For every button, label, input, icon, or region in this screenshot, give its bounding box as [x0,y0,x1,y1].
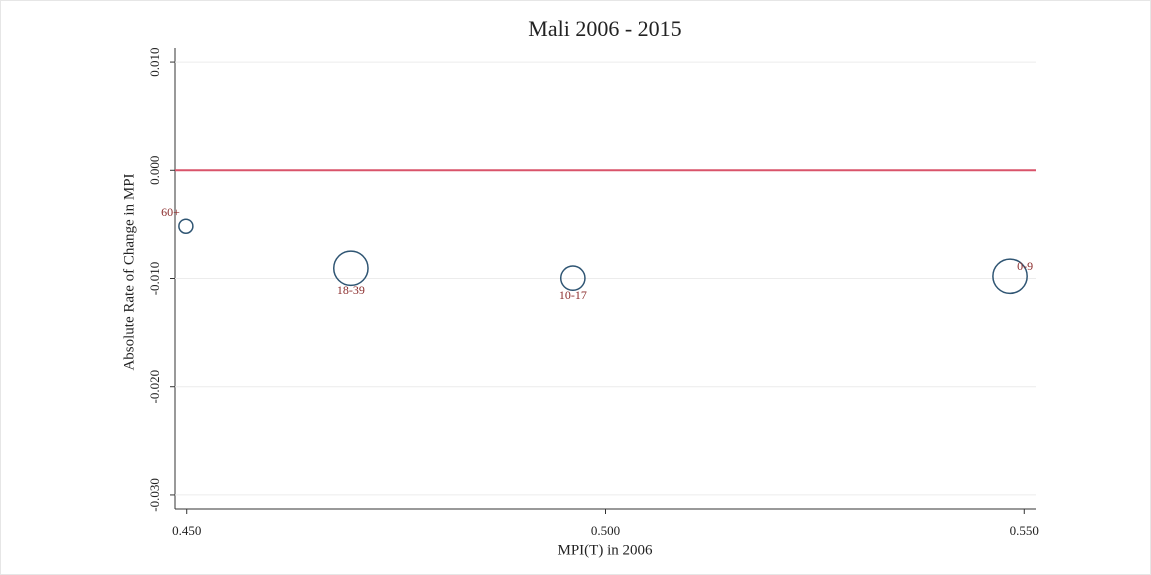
y-tick-label: 0.010 [147,47,162,76]
y-tick-label: -0.020 [147,370,162,404]
chart-title: Mali 2006 - 2015 [528,16,681,41]
y-axis-title: Absolute Rate of Change in MPI [121,173,137,370]
y-tick-label: -0.010 [147,262,162,296]
point-label: 10-17 [559,288,587,302]
bubble [992,258,1028,295]
x-tick-label: 0.450 [172,523,201,538]
x-tick-label: 0.550 [1010,523,1039,538]
point-label: 0-9 [1017,259,1033,273]
bubble [178,218,194,234]
x-tick-label: 0.500 [591,523,620,538]
point-label: 60+ [161,205,180,219]
y-tick-label: -0.030 [147,478,162,512]
bubble [559,265,586,292]
x-axis-title: MPI(T) in 2006 [558,542,653,558]
point-label: 18-39 [337,283,365,297]
y-tick-label: 0.000 [147,156,162,185]
bubble [332,250,369,287]
